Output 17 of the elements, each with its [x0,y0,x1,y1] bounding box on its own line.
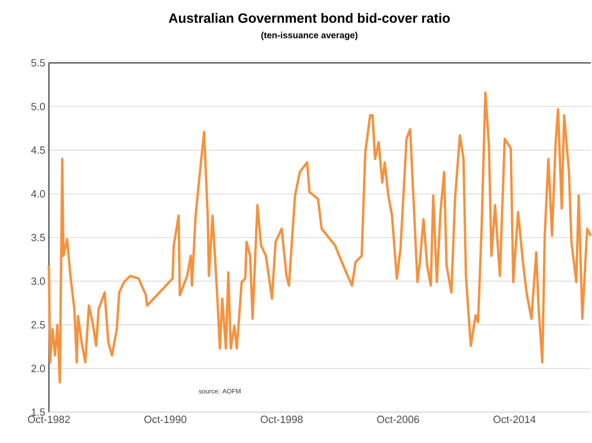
line-series [48,91,592,384]
y-tick-label: 4.0 [31,190,45,198]
y-tick-label: 4.5 [31,146,45,154]
chart-subtitle: (ten-issuance average) [261,32,358,40]
y-tick-label: 1.5 [32,408,45,416]
chart-title: Australian Government bond bid-cover ratio [168,12,450,23]
x-tick-label: Oct-2014 [493,416,536,424]
x-tick-label: Oct-2006 [377,416,420,424]
y-tick-label: 2.0 [31,364,45,372]
y-tick-label: 2.5 [31,321,45,328]
y-tick-label: 3.0 [31,277,45,285]
y-tick-label: 5.5 [31,59,45,66]
y-tick-label: 5.0 [31,102,45,110]
x-tick-label: Oct-1998 [260,416,303,424]
x-tick-label: Oct-1982 [28,416,70,424]
y-tick-label: 3.5 [31,234,45,242]
x-tick-label: Oct-1990 [144,416,186,424]
